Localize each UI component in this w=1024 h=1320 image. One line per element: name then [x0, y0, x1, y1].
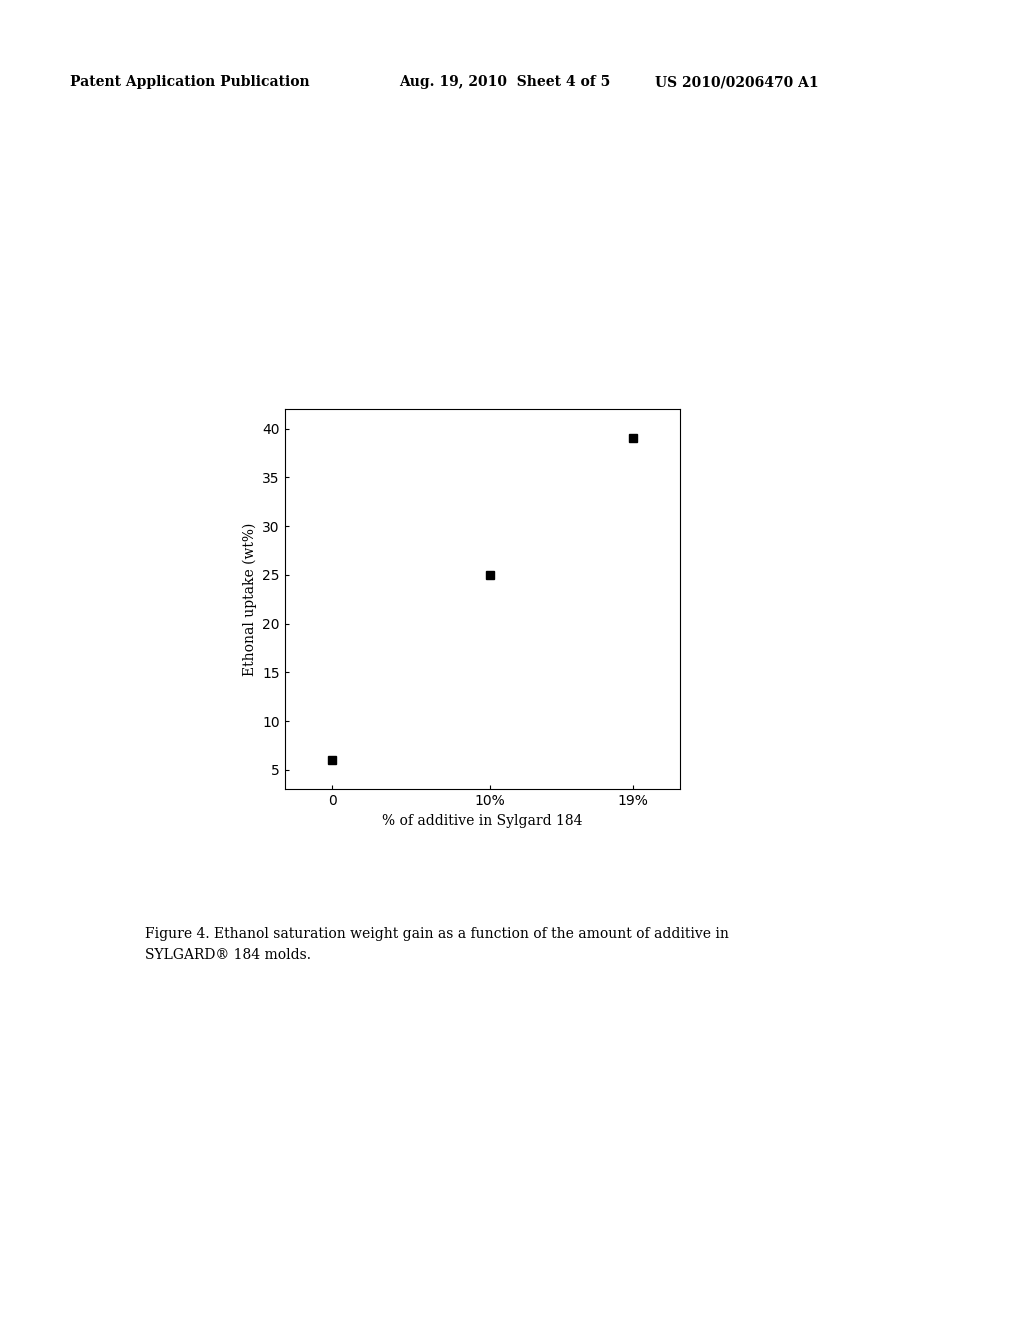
Text: US 2010/0206470 A1: US 2010/0206470 A1 [655, 75, 819, 90]
Text: Figure 4. Ethanol saturation weight gain as a function of the amount of additive: Figure 4. Ethanol saturation weight gain… [145, 927, 729, 941]
Text: Patent Application Publication: Patent Application Publication [70, 75, 309, 90]
X-axis label: % of additive in Sylgard 184: % of additive in Sylgard 184 [382, 813, 583, 828]
Text: Aug. 19, 2010  Sheet 4 of 5: Aug. 19, 2010 Sheet 4 of 5 [399, 75, 610, 90]
Y-axis label: Ethonal uptake (wt%): Ethonal uptake (wt%) [243, 523, 257, 676]
Text: SYLGARD® 184 molds.: SYLGARD® 184 molds. [145, 948, 311, 962]
